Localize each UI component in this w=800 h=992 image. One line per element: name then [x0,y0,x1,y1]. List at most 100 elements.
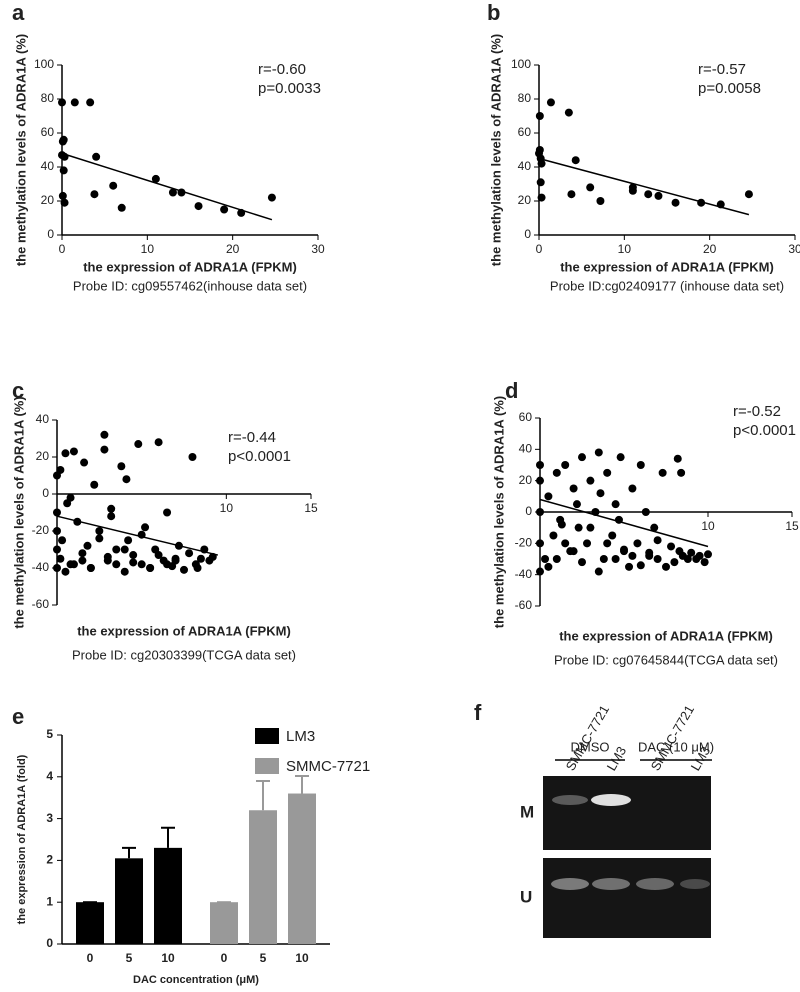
row-label: M [520,802,534,821]
point [611,500,620,509]
gel-u [543,858,711,938]
point [687,548,696,557]
point [636,561,645,570]
y-tick-label: 40 [41,159,55,173]
point [557,520,566,529]
point [641,508,650,516]
point [56,465,65,474]
point [60,198,69,207]
annotation: p=0.0033 [258,80,321,97]
point [611,555,620,563]
point [603,468,612,477]
legend-swatch [255,728,279,744]
error-bar [161,826,175,848]
point [117,462,126,471]
point [653,555,662,563]
x-tick-label: 15 [785,519,799,533]
y-tick-label: 80 [518,91,532,105]
y-tick-label: 5 [46,727,53,741]
band [636,878,674,890]
point [683,555,692,563]
point [78,549,87,558]
x-tick-label: 30 [788,242,800,256]
x-tick-label: 0 [536,242,543,256]
point [536,539,544,548]
point [677,468,686,477]
point [61,567,70,576]
point [564,108,573,117]
point [59,166,68,175]
point [171,556,180,565]
x-tick-label: 0 [59,242,66,256]
point [567,190,576,199]
point [608,531,617,540]
x-tick-label: 10 [161,951,175,965]
point [596,489,605,498]
point [78,556,87,565]
y-tick-label: 40 [518,159,532,173]
y-tick-label: 100 [511,57,531,71]
point [137,560,146,569]
y-tick-label: 20 [519,473,533,487]
point [695,551,704,560]
y-tick-label: 0 [524,227,531,241]
point [536,461,544,469]
x-axis-label: the expression of ADRA1A (FPKM) [559,628,773,643]
x-axis-label: the expression of ADRA1A (FPKM) [83,259,297,274]
y-tick-label: -60 [515,598,533,612]
trend-line [56,515,219,556]
x-tick-label: 10 [618,242,632,256]
x-tick-label: 0 [87,951,94,965]
point [83,541,92,550]
point [180,565,188,574]
point [552,468,561,477]
point [628,484,637,493]
point [146,564,155,572]
point [594,448,603,457]
point [546,98,555,107]
point [168,188,177,197]
point [561,461,570,469]
point [650,523,659,532]
panel-letter: b [487,0,500,25]
point [700,558,709,567]
point [535,146,544,154]
row-label: U [520,887,532,906]
panel-letter: e [12,704,24,729]
point [586,523,595,532]
annotation: r=-0.60 [258,61,306,78]
band [552,795,588,805]
point [541,555,550,563]
point [572,500,581,509]
annotation: p=0.0058 [698,80,761,97]
point [95,527,104,535]
point [536,567,544,576]
point [69,447,78,456]
point [628,551,637,560]
annotation: r=-0.44 [228,429,276,446]
point [673,454,682,463]
point [53,527,61,535]
band [592,878,630,890]
point [103,552,112,561]
x-axis-label: DAC concentration (μM) [133,974,259,986]
x-tick-label: 10 [220,501,234,515]
point [536,508,544,516]
annotation: r=-0.57 [698,61,746,78]
trend-line [538,157,750,216]
point [704,550,712,559]
y-tick-label: 0 [42,486,49,500]
panel-letter: f [474,700,482,725]
y-tick-label: 2 [46,853,53,867]
point [586,476,595,485]
caption: Probe ID: cg20303399(TCGA data set) [72,647,296,662]
point [112,545,121,554]
point [596,197,605,205]
y-tick-label: 60 [518,125,532,139]
point [653,536,662,545]
point [536,476,544,485]
caption: Probe ID:cg02409177 (inhouse data set) [550,278,784,293]
y-tick-label: 40 [36,412,50,426]
point [58,536,67,545]
x-tick-label: 5 [260,951,267,965]
